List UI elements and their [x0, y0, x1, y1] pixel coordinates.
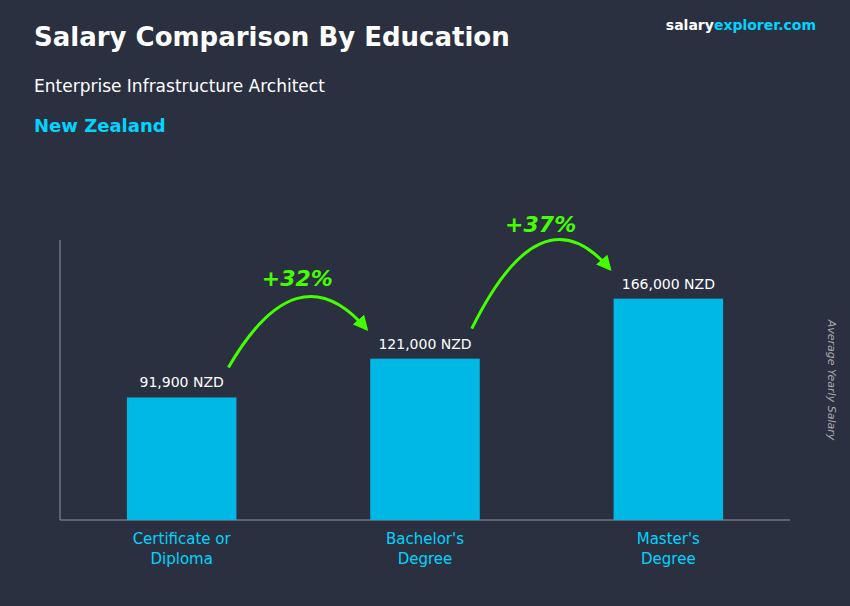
y-axis-label: Average Yearly Salary: [825, 319, 838, 441]
bar: [614, 299, 724, 520]
watermark: salaryexplorer.com: [666, 17, 816, 33]
title: Salary Comparison By Education: [34, 22, 510, 52]
watermark-part: explorer: [714, 17, 780, 33]
bar: [370, 359, 480, 520]
data-label: 166,000 NZD: [622, 276, 715, 292]
watermark-part: .com: [778, 17, 816, 33]
watermark-part: salary: [666, 17, 714, 33]
y-axis-line: [60, 240, 61, 520]
chart-container: Salary Comparison By Education Enterprise…: [0, 0, 850, 606]
x-tick-label: Certificate orDiploma: [133, 530, 232, 568]
change-arrow: [472, 240, 610, 329]
x-tick-label: Master'sDegree: [637, 530, 700, 568]
background: [0, 0, 850, 606]
change-label: +32%: [262, 266, 333, 291]
chart: Salary Comparison By Education Enterprise…: [0, 0, 850, 606]
bar: [127, 397, 236, 520]
change-label: +37%: [505, 212, 576, 237]
country: New Zealand: [34, 115, 166, 136]
x-tick-label: Bachelor'sDegree: [386, 530, 464, 568]
data-label: 121,000 NZD: [378, 336, 471, 352]
subtitle: Enterprise Infrastructure Architect: [34, 76, 325, 96]
bars: [127, 299, 723, 520]
change-arrow: [228, 296, 366, 367]
data-label: 91,900 NZD: [140, 374, 224, 390]
